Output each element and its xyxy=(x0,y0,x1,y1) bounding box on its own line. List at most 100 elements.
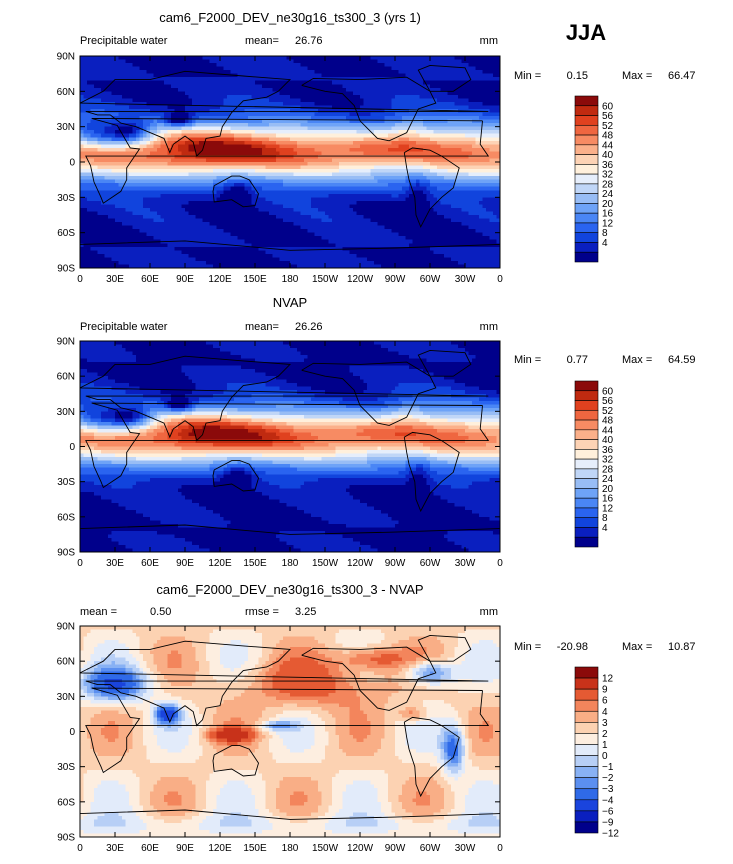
colorbar-swatch xyxy=(575,430,598,440)
x-tick-label: 120E xyxy=(208,274,232,285)
x-tick-label: 90E xyxy=(176,274,194,285)
y-tick-label: 90N xyxy=(57,52,75,63)
colorbar-swatch xyxy=(575,252,598,262)
y-tick-label: 30S xyxy=(57,193,75,204)
max-label: Max = xyxy=(622,641,652,653)
x-tick-label: 120W xyxy=(347,843,374,854)
min-value: 0.77 xyxy=(567,354,588,366)
colorbar-swatch xyxy=(575,223,598,233)
colorbar-swatch xyxy=(575,527,598,537)
colorbar-swatch xyxy=(575,106,598,116)
colorbar-label: 4 xyxy=(602,707,608,718)
min-label: Min = xyxy=(514,354,541,366)
x-tick-label: 150E xyxy=(243,843,267,854)
x-tick-label: 150E xyxy=(243,558,267,569)
x-tick-label: 30E xyxy=(106,558,124,569)
colorbar-swatch xyxy=(575,203,598,213)
x-tick-label: 0 xyxy=(497,843,503,854)
panel-left-label: Precipitable water xyxy=(80,321,168,333)
y-tick-label: 0 xyxy=(69,158,75,169)
y-tick-label: 60N xyxy=(57,372,75,383)
colorbar-swatch xyxy=(575,508,598,518)
panel-title: NVAP xyxy=(273,295,307,310)
panel-stat-value: 26.26 xyxy=(295,321,323,333)
min-label: Min = xyxy=(514,70,541,82)
colorbar-swatch xyxy=(575,184,598,194)
x-tick-label: 30W xyxy=(455,558,476,569)
colorbar-swatch xyxy=(575,479,598,489)
colorbar-swatch xyxy=(575,145,598,155)
colorbar-swatch xyxy=(575,401,598,411)
panel-stat-label: mean= xyxy=(245,321,279,333)
x-tick-label: 0 xyxy=(77,843,83,854)
colorbar-swatch xyxy=(575,822,598,833)
y-tick-label: 60S xyxy=(57,797,75,808)
colorbar-swatch xyxy=(575,96,598,106)
panel-left-label: mean = xyxy=(80,606,117,618)
colorbar-swatch xyxy=(575,469,598,479)
x-tick-label: 90E xyxy=(176,558,194,569)
colorbar-swatch xyxy=(575,459,598,469)
colorbar-swatch xyxy=(575,700,598,711)
x-tick-label: 180 xyxy=(282,558,299,569)
colorbar-label: −4 xyxy=(602,795,614,806)
colorbar-label: 4 xyxy=(602,523,608,534)
colorbar-swatch xyxy=(575,440,598,450)
colorbar-label: 1 xyxy=(602,740,608,751)
x-tick-label: 180 xyxy=(282,274,299,285)
colorbar-swatch xyxy=(575,733,598,744)
colorbar-swatch xyxy=(575,391,598,401)
x-tick-label: 60W xyxy=(420,274,441,285)
panel-units: mm xyxy=(480,35,498,47)
y-tick-label: 0 xyxy=(69,442,75,453)
y-tick-label: 0 xyxy=(69,727,75,738)
colorbar-label: 9 xyxy=(602,685,608,696)
figure: JJA cam6_F2000_DEV_ne30g16_ts300_3 (yrs … xyxy=(0,0,733,864)
colorbar-swatch xyxy=(575,242,598,252)
y-tick-label: 60N xyxy=(57,87,75,98)
colorbar-swatch xyxy=(575,449,598,459)
season-label: JJA xyxy=(566,20,606,45)
colorbar-swatch xyxy=(575,756,598,767)
x-tick-label: 60E xyxy=(141,274,159,285)
x-tick-label: 30W xyxy=(455,274,476,285)
colorbar-swatch xyxy=(575,155,598,165)
colorbar-label: −6 xyxy=(602,806,614,817)
y-tick-label: 90N xyxy=(57,337,75,348)
panel-title: cam6_F2000_DEV_ne30g16_ts300_3 (yrs 1) xyxy=(159,10,421,25)
y-tick-label: 30N xyxy=(57,692,75,703)
colorbar-label: 2 xyxy=(602,729,608,740)
panel-title: cam6_F2000_DEV_ne30g16_ts300_3 - NVAP xyxy=(156,582,423,597)
colorbar-label: −9 xyxy=(602,817,614,828)
colorbar-swatch xyxy=(575,518,598,528)
x-tick-label: 90W xyxy=(385,558,406,569)
x-tick-label: 150W xyxy=(312,274,339,285)
map-field xyxy=(80,341,500,552)
colorbar-label: 6 xyxy=(602,696,608,707)
colorbar-swatch xyxy=(575,811,598,822)
max-label: Max = xyxy=(622,354,652,366)
colorbar-swatch xyxy=(575,381,598,391)
x-tick-label: 120W xyxy=(347,274,374,285)
panel-stat-value: 26.76 xyxy=(295,35,323,47)
max-value: 64.59 xyxy=(668,354,696,366)
panel-diff: cam6_F2000_DEV_ne30g16_ts300_3 - NVAP mea… xyxy=(57,582,696,854)
y-tick-label: 60N xyxy=(57,657,75,668)
y-tick-label: 90S xyxy=(57,264,75,275)
x-tick-label: 150W xyxy=(312,843,339,854)
colorbar-swatch xyxy=(575,164,598,174)
colorbar-swatch xyxy=(575,537,598,547)
max-value: 10.87 xyxy=(668,641,696,653)
panel-stat-label: rmse = xyxy=(245,606,279,618)
colorbar-swatch xyxy=(575,722,598,733)
colorbar-swatch xyxy=(575,767,598,778)
y-tick-label: 90N xyxy=(57,622,75,633)
y-tick-label: 90S xyxy=(57,833,75,844)
colorbar-swatch xyxy=(575,711,598,722)
colorbar-swatch xyxy=(575,135,598,145)
colorbar-swatch xyxy=(575,194,598,204)
colorbar-swatch xyxy=(575,678,598,689)
colorbar-swatch xyxy=(575,420,598,430)
